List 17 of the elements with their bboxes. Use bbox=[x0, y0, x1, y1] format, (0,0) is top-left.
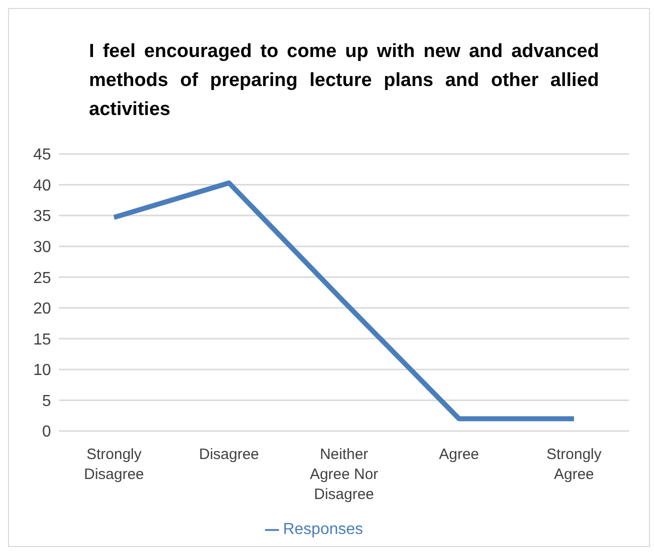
y-tick-label: 0 bbox=[42, 424, 52, 441]
x-tick-label: Neither Agree Nor Disagree bbox=[310, 446, 378, 503]
chart-title: I feel encouraged to come up with new and advanced methods of preparing lecture plans and other allied activities bbox=[89, 40, 599, 122]
y-tick-label: 35 bbox=[33, 208, 52, 226]
y-tick-label: 45 bbox=[33, 146, 52, 164]
y-tick-label: 25 bbox=[33, 270, 52, 287]
y-tick-label: 5 bbox=[42, 392, 52, 410]
x-tick-label: Agree bbox=[438, 446, 480, 463]
y-tick-label: 40 bbox=[33, 177, 52, 194]
x-tick-label: Strongly Agree bbox=[546, 446, 602, 483]
x-tick-label: Disagree bbox=[198, 446, 260, 463]
y-tick-label: 30 bbox=[33, 239, 52, 256]
legend-label: Responses bbox=[282, 521, 364, 538]
y-tick-label: 20 bbox=[33, 300, 52, 318]
y-tick-label: 10 bbox=[33, 362, 52, 380]
x-tick-label: Strongly Disagree bbox=[84, 446, 144, 483]
y-tick-label: 15 bbox=[33, 331, 52, 348]
